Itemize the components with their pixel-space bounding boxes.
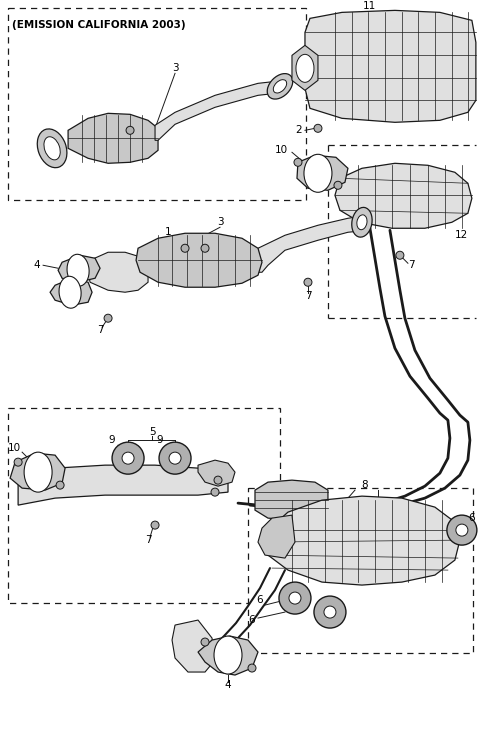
Text: 7: 7 [408,260,415,270]
Ellipse shape [169,452,181,464]
Ellipse shape [122,452,134,464]
Ellipse shape [14,458,22,466]
Text: 12: 12 [455,231,468,240]
Text: 10: 10 [275,145,288,155]
Ellipse shape [24,452,52,492]
Text: 9: 9 [157,435,163,445]
Text: 1: 1 [165,228,171,237]
Ellipse shape [37,129,67,168]
Text: 3: 3 [216,217,223,228]
Text: 5: 5 [149,427,156,437]
Text: 4: 4 [34,260,40,270]
Ellipse shape [214,476,222,484]
Text: 8: 8 [361,480,368,490]
Ellipse shape [456,524,468,536]
Ellipse shape [267,74,293,99]
Ellipse shape [357,215,367,230]
Polygon shape [258,216,368,272]
Ellipse shape [56,481,64,489]
Polygon shape [255,480,328,520]
Polygon shape [155,81,285,140]
Polygon shape [297,155,348,190]
Ellipse shape [273,80,287,93]
Text: 3: 3 [172,63,179,73]
Text: 6: 6 [249,615,255,625]
Ellipse shape [67,254,89,286]
Ellipse shape [314,596,346,628]
Text: 4: 4 [225,680,231,690]
Polygon shape [18,466,228,505]
Ellipse shape [44,137,60,160]
Polygon shape [10,453,65,490]
Ellipse shape [352,207,372,237]
Text: (EMISSION CALIFORNIA 2003): (EMISSION CALIFORNIA 2003) [12,20,186,31]
Ellipse shape [296,54,314,82]
Ellipse shape [294,158,302,166]
Ellipse shape [304,154,332,192]
Polygon shape [198,636,258,675]
Polygon shape [335,163,472,228]
Text: 7: 7 [97,325,103,335]
Text: 2: 2 [295,125,302,135]
Ellipse shape [447,515,477,545]
Ellipse shape [112,442,144,474]
Polygon shape [58,255,100,282]
Ellipse shape [159,442,191,474]
Text: 10: 10 [8,443,21,453]
Ellipse shape [289,592,301,604]
Ellipse shape [396,251,404,260]
Polygon shape [262,496,460,585]
Text: 9: 9 [109,435,115,445]
Ellipse shape [334,181,342,189]
Text: 6: 6 [468,513,475,523]
Text: 6: 6 [257,595,264,605]
Ellipse shape [304,278,312,286]
Ellipse shape [201,638,209,646]
Polygon shape [258,515,295,558]
Ellipse shape [214,636,242,674]
Ellipse shape [104,314,112,322]
Ellipse shape [324,606,336,618]
Polygon shape [305,10,476,122]
Ellipse shape [211,488,219,496]
Polygon shape [68,113,158,163]
Ellipse shape [279,582,311,614]
Bar [8,408,280,603]
Ellipse shape [59,276,81,308]
Ellipse shape [181,244,189,252]
Bar [8,8,306,200]
Polygon shape [88,252,148,292]
Ellipse shape [126,126,134,134]
Text: 7: 7 [305,291,311,301]
Ellipse shape [201,244,209,252]
Text: 7: 7 [145,535,151,545]
Ellipse shape [248,664,256,672]
Polygon shape [136,233,262,287]
Polygon shape [292,46,318,90]
Ellipse shape [314,125,322,132]
Text: 11: 11 [363,1,376,11]
Bar [248,488,473,653]
Polygon shape [198,460,235,486]
Ellipse shape [151,521,159,529]
Polygon shape [172,620,215,672]
Polygon shape [50,278,92,305]
